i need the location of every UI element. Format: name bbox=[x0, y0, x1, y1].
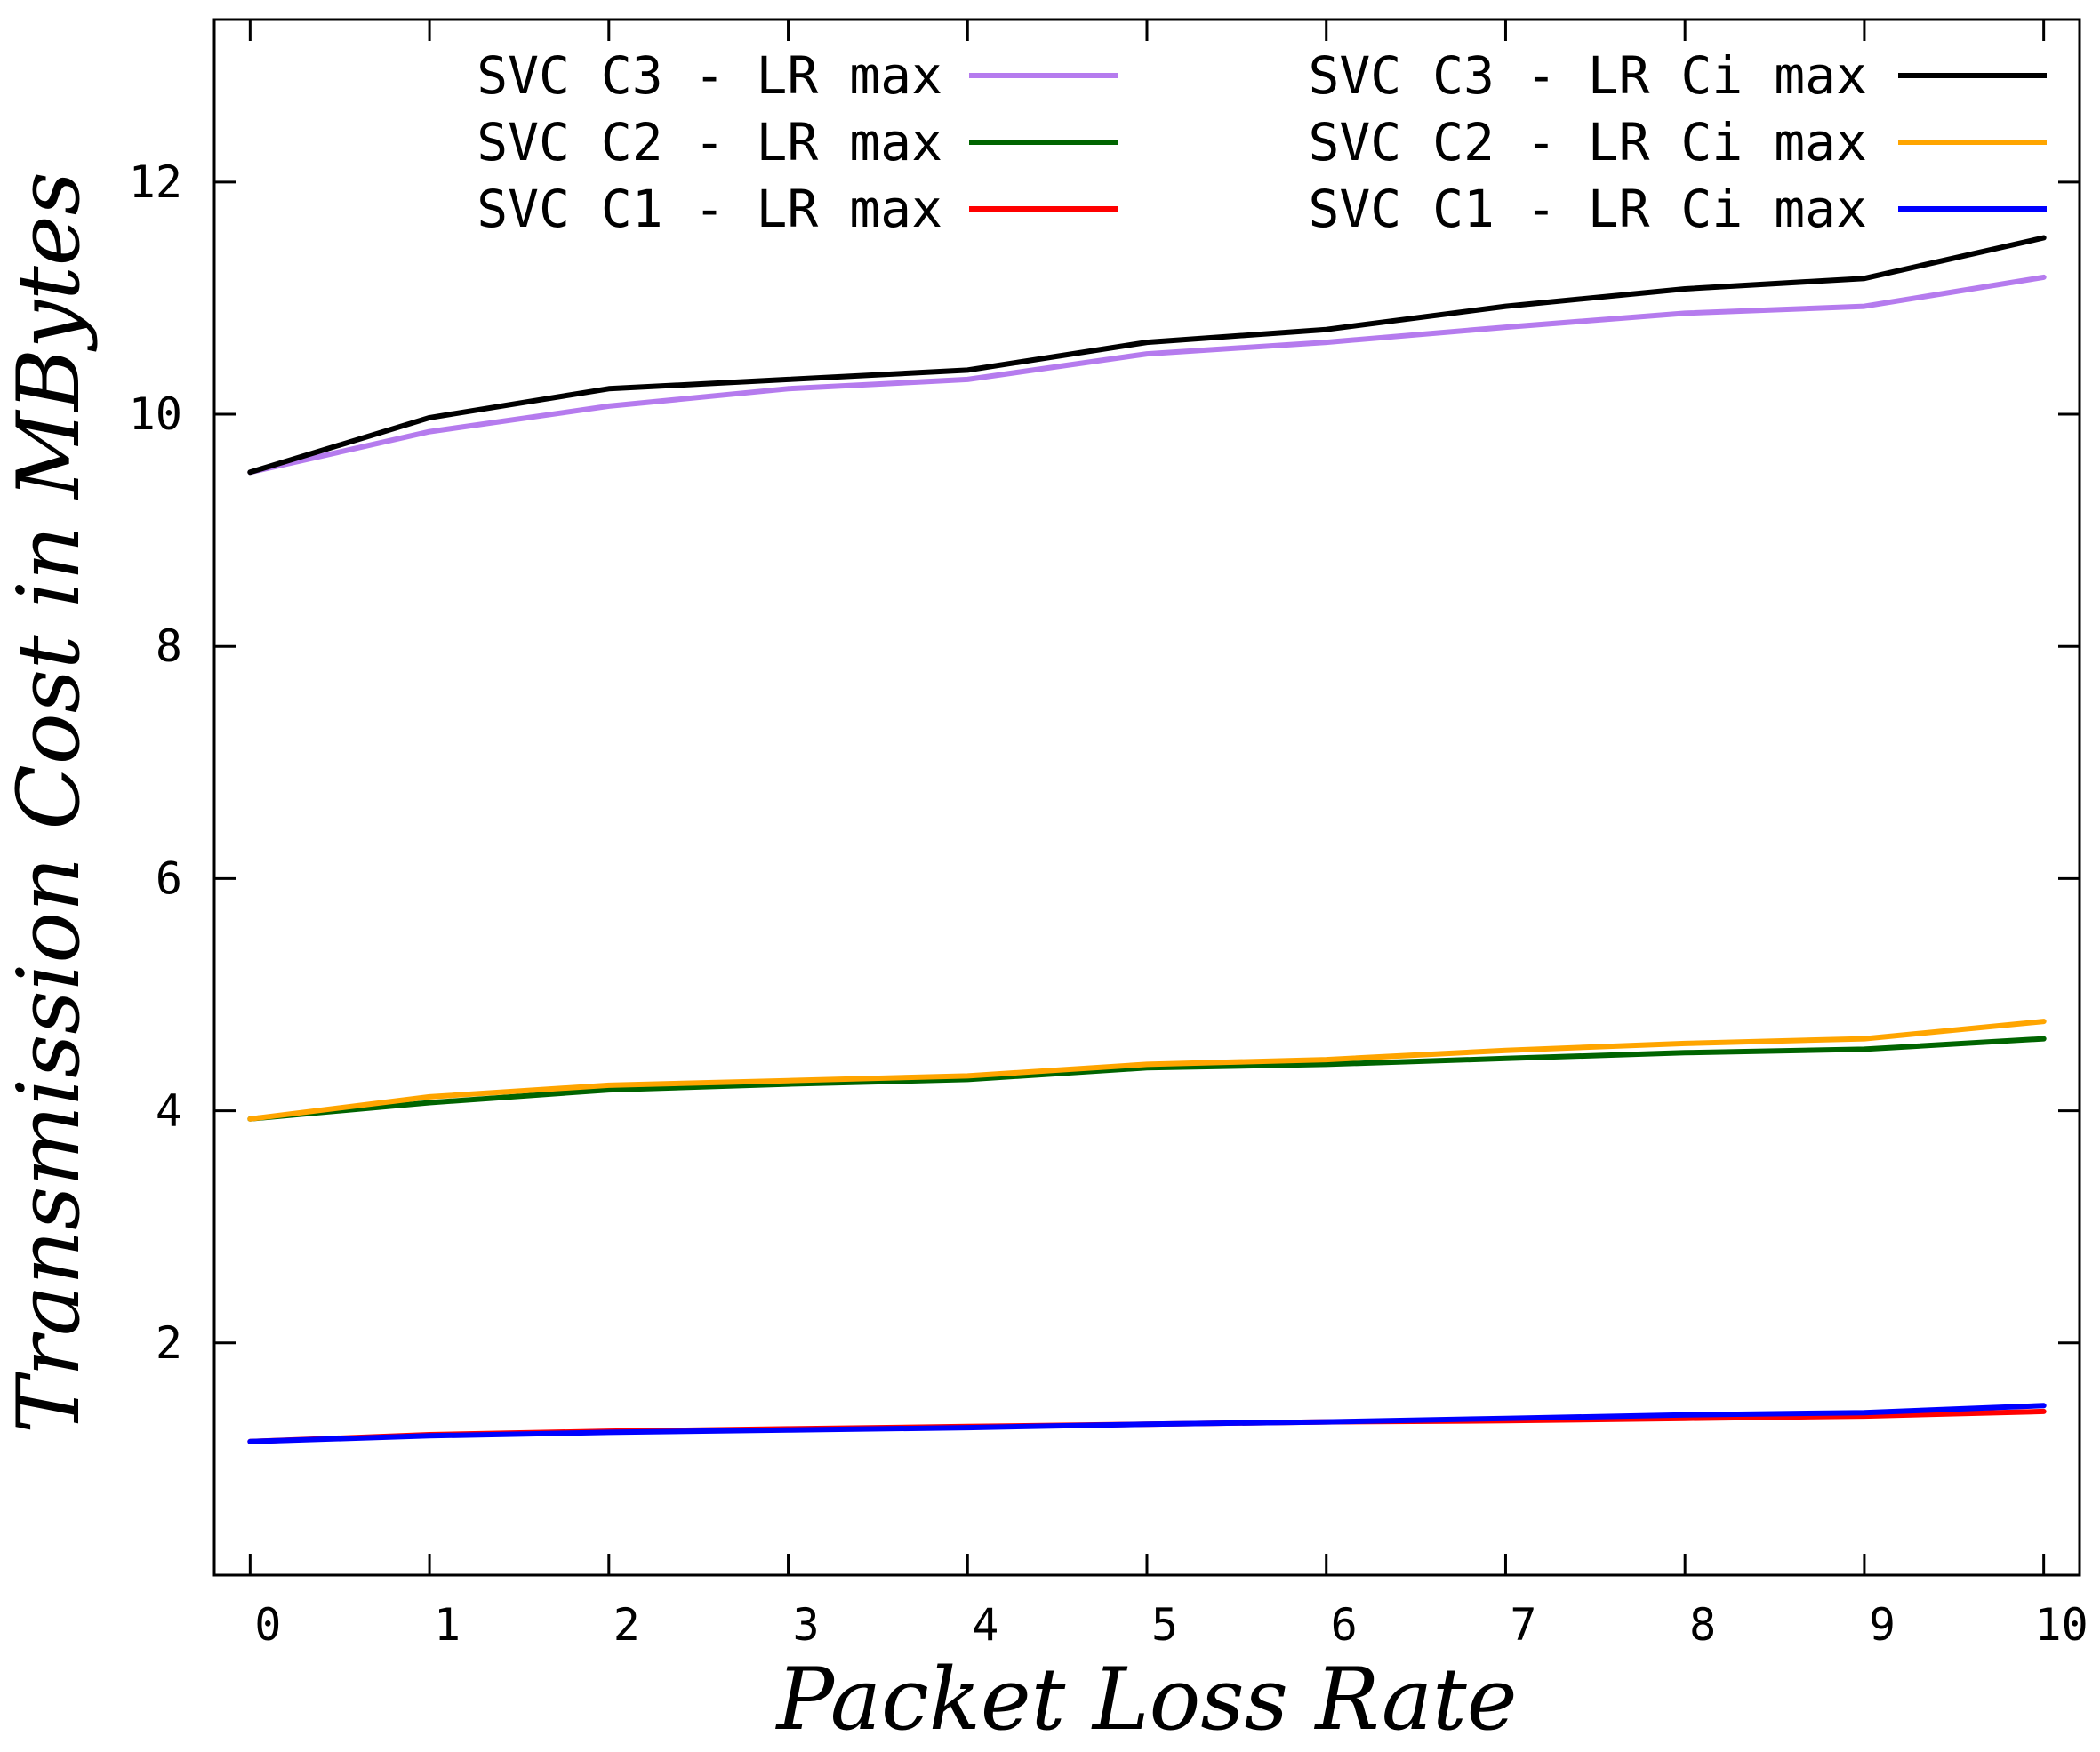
legend-label: SVC C2 - LR max bbox=[477, 112, 942, 172]
legend-label: SVC C1 - LR Ci max bbox=[1308, 179, 1867, 239]
x-tick-label: 3 bbox=[792, 1599, 819, 1651]
y-tick-label: 12 bbox=[129, 156, 182, 208]
y-tick-label: 8 bbox=[156, 620, 182, 672]
legend-label: SVC C3 - LR max bbox=[477, 45, 942, 106]
legend-label: SVC C3 - LR Ci max bbox=[1308, 45, 1867, 106]
x-tick-label: 10 bbox=[2035, 1599, 2088, 1651]
plot-frame bbox=[212, 18, 2081, 1577]
x-tick-label: 4 bbox=[972, 1599, 998, 1651]
y-axis-title: Transmission Cost in MBytes bbox=[0, 172, 99, 1434]
series-line-svc-c3-lr-ci-max bbox=[247, 235, 2047, 476]
x-axis-title: Packet Loss Rate bbox=[774, 1650, 1517, 1749]
series-line-svc-c2-lr-max bbox=[247, 1036, 2047, 1122]
x-tick-label: 0 bbox=[254, 1599, 281, 1651]
x-tick-label: 9 bbox=[1869, 1599, 1896, 1651]
series-line-svc-c3-lr-max bbox=[247, 274, 2047, 476]
x-tick-label: 1 bbox=[434, 1599, 461, 1651]
y-tick-label: 6 bbox=[156, 852, 182, 904]
x-tick-label: 7 bbox=[1510, 1599, 1536, 1651]
x-tick-label: 6 bbox=[1331, 1599, 1358, 1651]
y-tick-label: 2 bbox=[156, 1317, 182, 1369]
series-lines bbox=[247, 235, 2047, 1444]
x-tick-label: 2 bbox=[613, 1599, 640, 1651]
legend-label: SVC C2 - LR Ci max bbox=[1308, 112, 1867, 172]
x-tick-label: 5 bbox=[1151, 1599, 1178, 1651]
y-tick-label: 10 bbox=[129, 388, 182, 440]
x-tick-label: 8 bbox=[1689, 1599, 1716, 1651]
series-line-svc-c1-lr-ci-max bbox=[247, 1403, 2047, 1444]
y-tick-label: 4 bbox=[156, 1085, 182, 1137]
series-line-svc-c2-lr-ci-max bbox=[247, 1019, 2047, 1122]
legend-label: SVC C1 - LR max bbox=[477, 179, 942, 239]
